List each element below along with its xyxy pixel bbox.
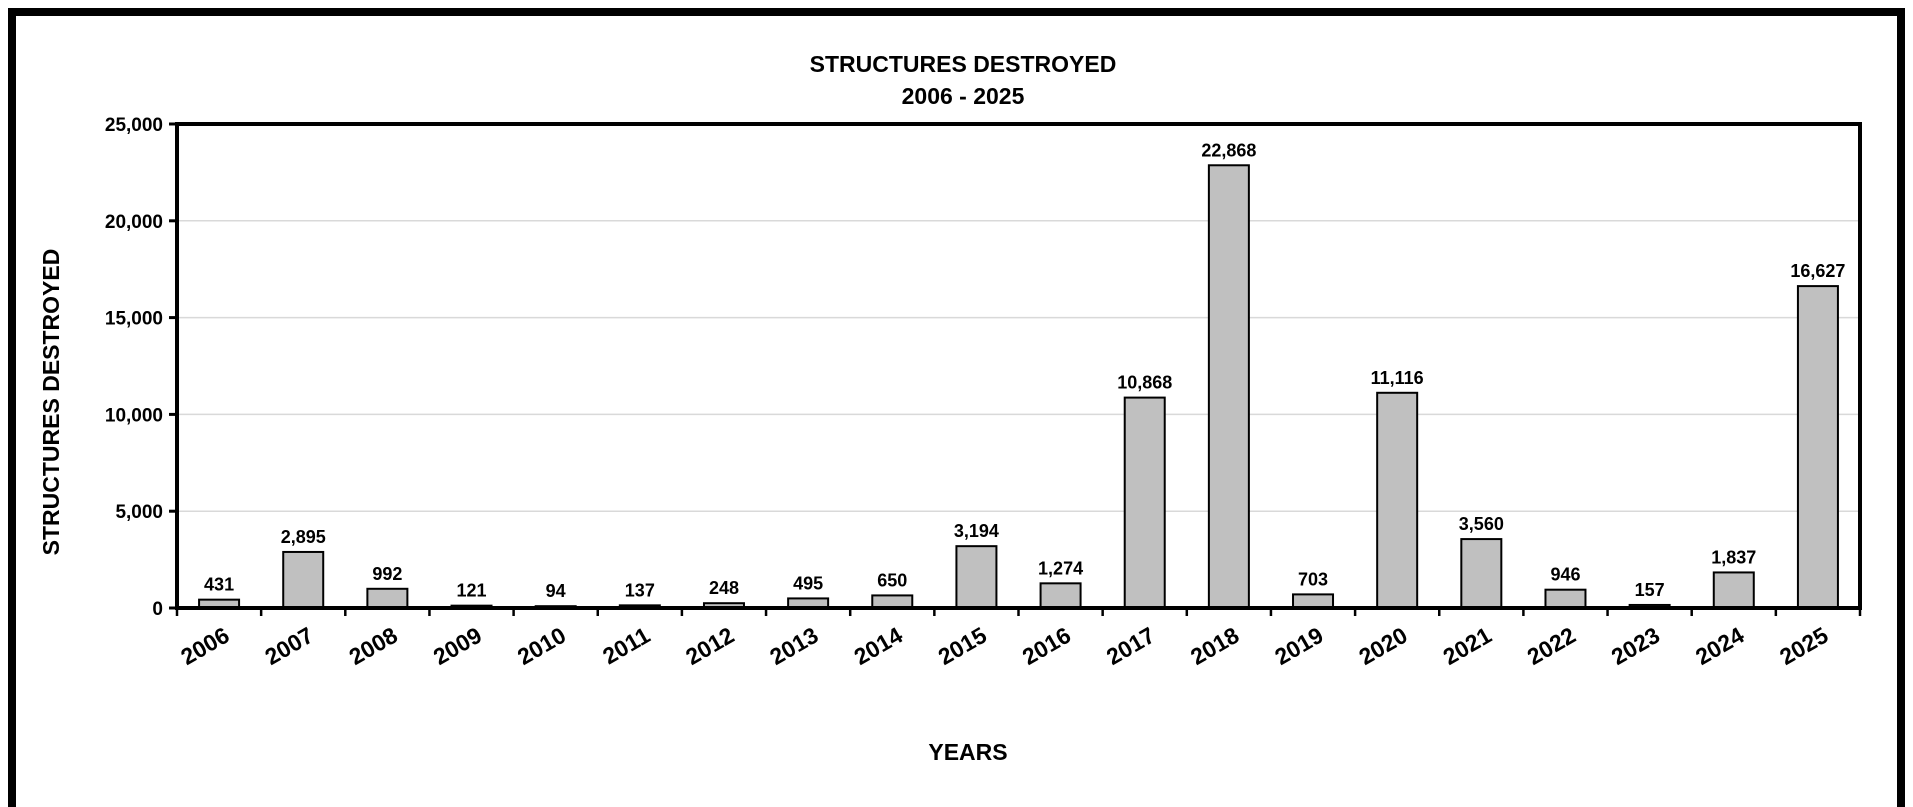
data-label: 2,895 [281, 527, 326, 547]
data-label: 431 [204, 575, 234, 595]
data-label: 1,837 [1711, 547, 1756, 567]
data-label: 495 [793, 573, 823, 593]
x-tick-label: 2020 [1354, 622, 1411, 670]
x-tick-label: 2014 [849, 622, 906, 670]
x-tick-label: 2010 [513, 622, 570, 670]
y-tick-label: 15,000 [105, 309, 163, 330]
chart-title: STRUCTURES DESTROYED [810, 51, 1117, 77]
x-tick-label: 2015 [934, 622, 991, 670]
y-tick-label: 5,000 [115, 502, 163, 523]
data-label: 3,560 [1459, 514, 1504, 534]
chart-subtitle: 2006 - 2025 [902, 83, 1025, 109]
x-tick-label: 2024 [1691, 622, 1748, 670]
x-tick-label: 2025 [1775, 622, 1832, 670]
data-label: 10,868 [1117, 373, 1172, 393]
data-label: 650 [877, 570, 907, 590]
data-label: 3,194 [954, 521, 999, 541]
x-tick-label: 2019 [1270, 622, 1327, 670]
bar [366, 587, 409, 609]
x-tick-label: 2007 [260, 622, 317, 670]
y-tick-label: 20,000 [105, 212, 163, 233]
data-label: 11,116 [1371, 368, 1424, 388]
data-label: 1,274 [1038, 558, 1083, 578]
x-tick-label: 2013 [765, 622, 822, 670]
x-tick-label: 2012 [681, 622, 738, 670]
x-tick-label: 2018 [1186, 622, 1243, 670]
x-tick-label: 2017 [1102, 622, 1159, 670]
x-axis-label: YEARS [928, 739, 1007, 765]
plot-border [175, 122, 1862, 610]
plot-area: 0 5,000 10,000 15,000 20,000 25,000 431 2006 2,8… [105, 115, 1862, 670]
data-label: 157 [1635, 580, 1665, 600]
x-tick-label: 2008 [345, 622, 402, 670]
x-tick-label: 2006 [176, 622, 233, 670]
data-label: 22,868 [1201, 140, 1256, 160]
bar [955, 545, 998, 610]
data-label: 703 [1298, 569, 1328, 589]
bar [1207, 164, 1250, 609]
x-tick-label: 2022 [1523, 622, 1580, 670]
x-tick-label: 2009 [429, 622, 486, 670]
y-tick-label: 0 [152, 599, 163, 620]
y-tick-label: 25,000 [105, 115, 163, 136]
chart-frame [8, 8, 1905, 807]
bar [282, 550, 325, 610]
y-axis-label: STRUCTURES DESTROYED [38, 249, 64, 556]
bar [1292, 593, 1335, 609]
y-tick-label: 10,000 [105, 405, 163, 426]
bar [1039, 582, 1082, 610]
data-label: 16,627 [1790, 261, 1845, 281]
bar [1123, 396, 1166, 609]
x-tick-label: 2021 [1439, 622, 1496, 670]
bar [1460, 538, 1503, 610]
bar [1712, 571, 1755, 609]
data-label: 992 [372, 564, 402, 584]
data-label: 248 [709, 578, 739, 598]
x-tick-label: 2011 [598, 622, 654, 670]
data-label: 94 [546, 581, 566, 601]
data-label: 137 [625, 580, 655, 600]
bar [1376, 391, 1419, 610]
x-tick-label: 2023 [1607, 622, 1664, 670]
x-tick-label: 2016 [1018, 622, 1075, 670]
bar [1544, 588, 1587, 609]
data-label: 121 [457, 581, 487, 601]
bar [1796, 285, 1839, 609]
data-label: 946 [1550, 565, 1580, 585]
